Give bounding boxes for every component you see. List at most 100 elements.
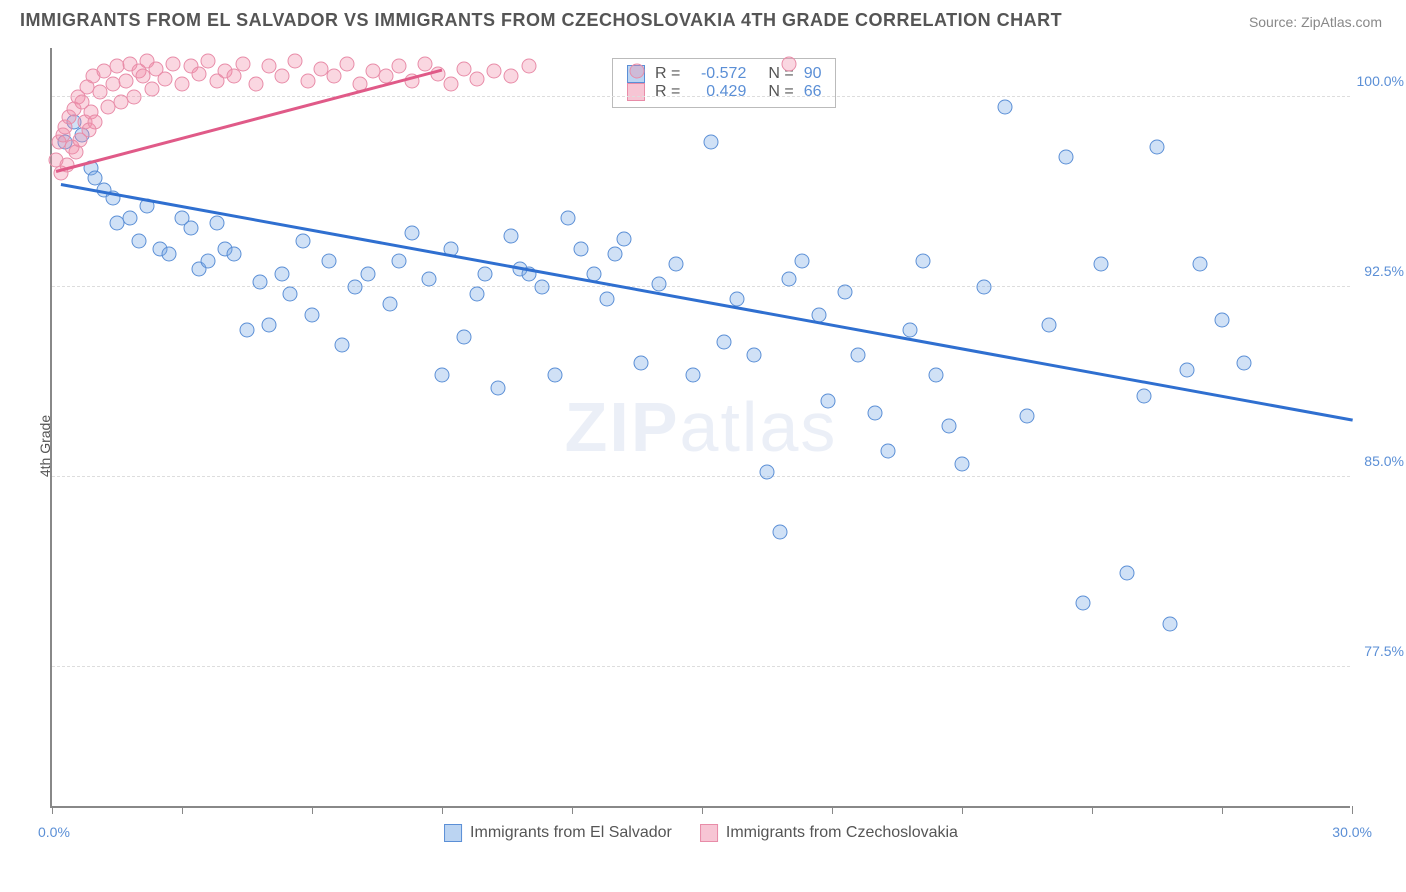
scatter-point <box>573 241 588 256</box>
scatter-point <box>305 307 320 322</box>
scatter-point <box>296 234 311 249</box>
scatter-point <box>326 69 341 84</box>
scatter-point <box>322 254 337 269</box>
scatter-point <box>1215 312 1230 327</box>
scatter-point <box>287 54 302 69</box>
x-tick <box>312 806 313 814</box>
scatter-point <box>261 317 276 332</box>
scatter-point <box>88 115 103 130</box>
correlation-legend: R = -0.572 N = 90 R = 0.429 N = 66 <box>612 58 836 108</box>
scatter-point <box>175 77 190 92</box>
scatter-point <box>127 89 142 104</box>
scatter-point <box>747 348 762 363</box>
scatter-point <box>1163 616 1178 631</box>
scatter-point <box>686 368 701 383</box>
scatter-point <box>1137 388 1152 403</box>
scatter-point <box>487 64 502 79</box>
scatter-point <box>283 287 298 302</box>
x-tick <box>962 806 963 814</box>
scatter-point <box>348 279 363 294</box>
scatter-point <box>929 368 944 383</box>
xlegend-item-2: Immigrants from Czechoslovakia <box>700 824 958 842</box>
scatter-point <box>504 69 519 84</box>
scatter-point <box>435 368 450 383</box>
scatter-point <box>560 211 575 226</box>
scatter-point <box>703 135 718 150</box>
scatter-point <box>881 444 896 459</box>
scatter-point <box>201 254 216 269</box>
y-tick-label: 100.0% <box>1357 73 1404 89</box>
scatter-point <box>131 234 146 249</box>
scatter-point <box>617 231 632 246</box>
x-tick <box>702 806 703 814</box>
gridline <box>52 666 1350 667</box>
xlegend-label-1: Immigrants from El Salvador <box>470 824 672 842</box>
watermark-rest: atlas <box>680 388 838 466</box>
y-tick-label: 85.0% <box>1364 453 1404 469</box>
scatter-point <box>1076 596 1091 611</box>
scatter-point <box>162 246 177 261</box>
scatter-point <box>157 71 172 86</box>
x-tick <box>442 806 443 814</box>
r-label: R = <box>655 65 680 83</box>
scatter-point <box>998 99 1013 114</box>
scatter-point <box>504 229 519 244</box>
scatter-point <box>456 330 471 345</box>
scatter-point <box>1093 256 1108 271</box>
scatter-point <box>916 254 931 269</box>
source-attribution: Source: ZipAtlas.com <box>1249 14 1382 30</box>
scatter-point <box>469 71 484 86</box>
scatter-point <box>781 272 796 287</box>
scatter-point <box>942 419 957 434</box>
scatter-point <box>209 216 224 231</box>
scatter-point <box>976 279 991 294</box>
legend-row-2: R = 0.429 N = 66 <box>627 83 821 101</box>
gridline <box>52 286 1350 287</box>
scatter-point <box>274 267 289 282</box>
scatter-point <box>192 66 207 81</box>
scatter-point <box>201 54 216 69</box>
x-tick <box>52 806 53 814</box>
x-tick <box>572 806 573 814</box>
x-tick <box>1092 806 1093 814</box>
scatter-point <box>547 368 562 383</box>
scatter-point <box>391 254 406 269</box>
scatter-point <box>1180 363 1195 378</box>
xlegend-swatch-2 <box>700 824 718 842</box>
scatter-point <box>1150 140 1165 155</box>
scatter-point <box>1020 408 1035 423</box>
gridline <box>52 96 1350 97</box>
scatter-point <box>261 59 276 74</box>
scatter-point <box>253 274 268 289</box>
scatter-point <box>383 297 398 312</box>
xlegend-swatch-1 <box>444 824 462 842</box>
x-axis-min-label: 0.0% <box>38 824 70 840</box>
scatter-point <box>404 226 419 241</box>
scatter-point <box>118 74 133 89</box>
legend-swatch-2 <box>627 83 645 101</box>
scatter-point <box>235 56 250 71</box>
scatter-point <box>166 56 181 71</box>
gridline <box>52 476 1350 477</box>
scatter-point <box>443 77 458 92</box>
scatter-point <box>868 406 883 421</box>
scatter-point <box>599 292 614 307</box>
y-tick-label: 92.5% <box>1364 263 1404 279</box>
scatter-point <box>608 246 623 261</box>
scatter-point <box>335 337 350 352</box>
scatter-point <box>794 254 809 269</box>
scatter-point <box>955 457 970 472</box>
scatter-point <box>248 77 263 92</box>
scatter-point <box>521 59 536 74</box>
scatter-point <box>422 272 437 287</box>
r-value-2: 0.429 <box>690 83 746 101</box>
n-value-2: 66 <box>804 83 822 101</box>
scatter-point <box>716 335 731 350</box>
scatter-point <box>1119 565 1134 580</box>
xlegend-label-2: Immigrants from Czechoslovakia <box>726 824 958 842</box>
x-tick <box>1222 806 1223 814</box>
scatter-point <box>534 279 549 294</box>
scatter-point <box>456 61 471 76</box>
scatter-point <box>478 267 493 282</box>
scatter-point <box>630 64 645 79</box>
